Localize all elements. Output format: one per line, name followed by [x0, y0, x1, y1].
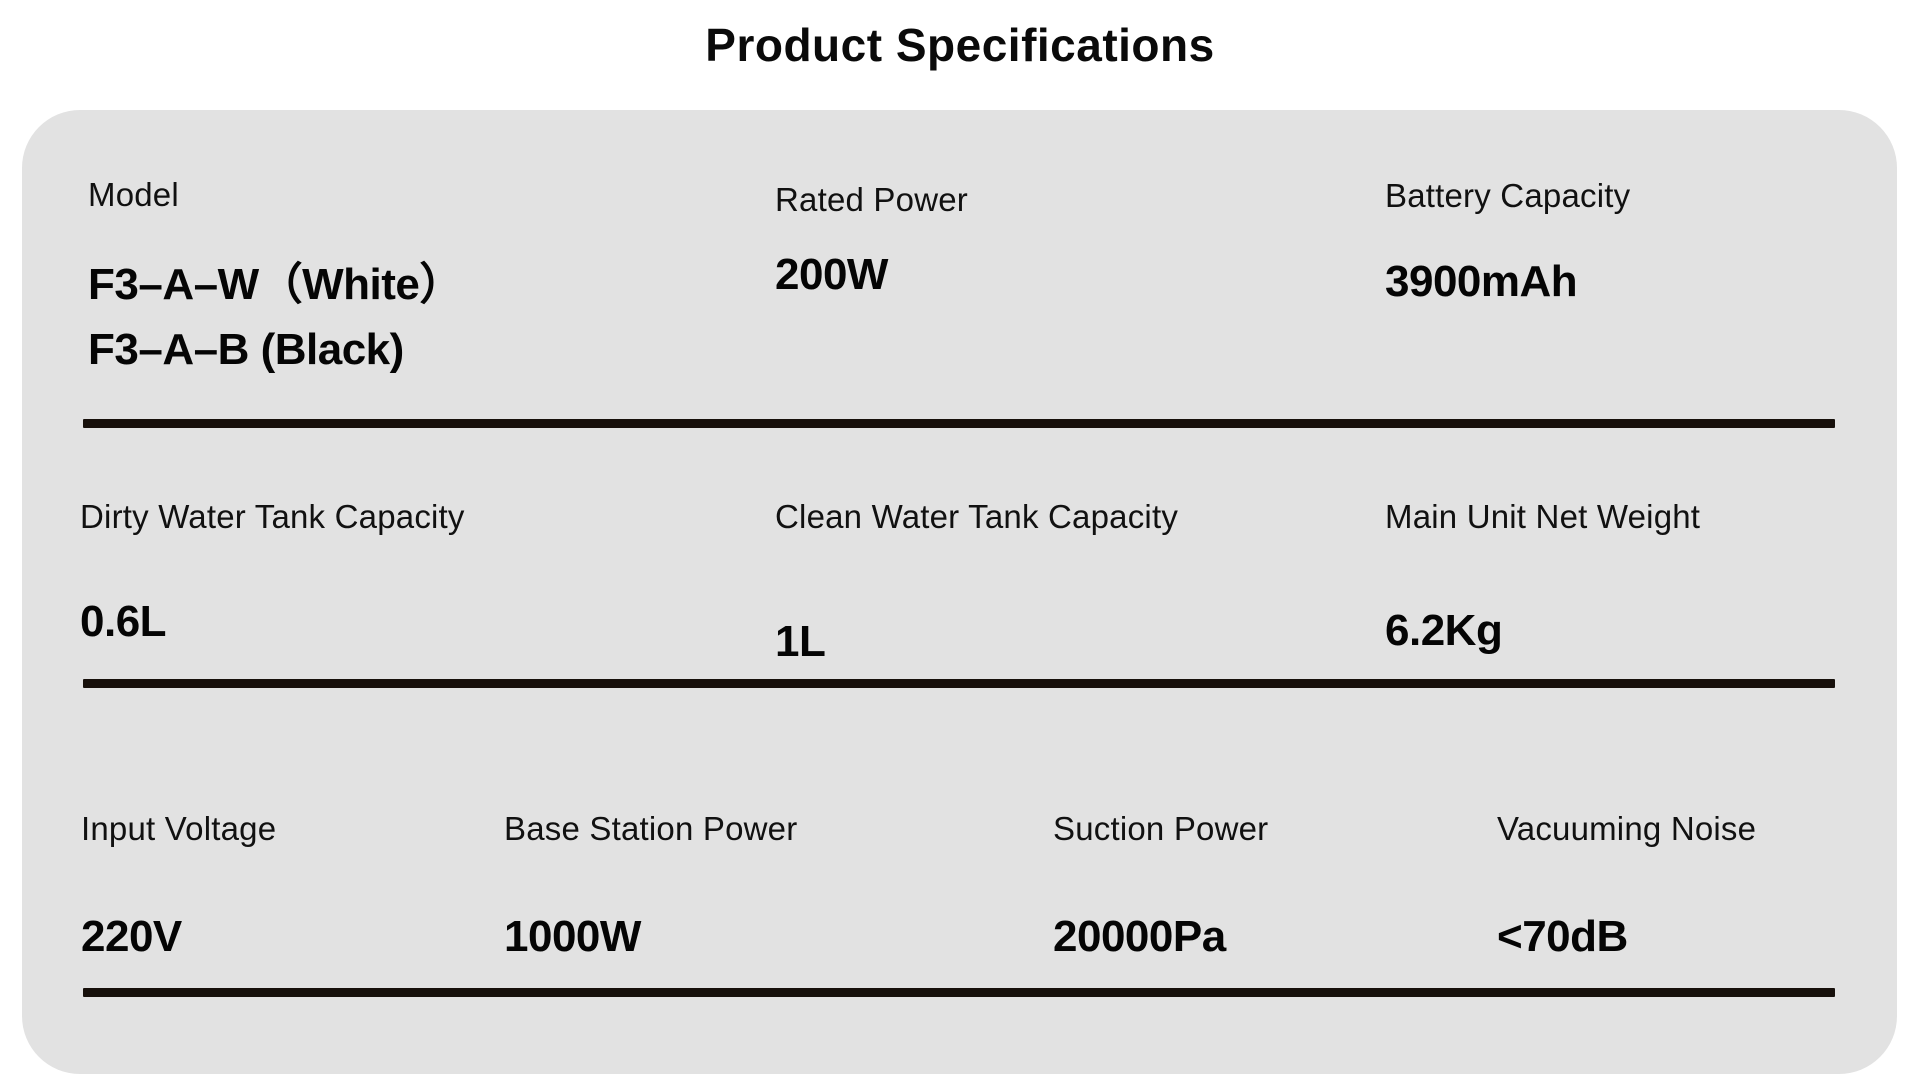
- model-label: Model: [88, 176, 179, 213]
- main-unit-weight-label: Main Unit Net Weight: [1385, 498, 1701, 535]
- rated-power-label: Rated Power: [775, 181, 968, 218]
- divider-line-3: [83, 988, 1835, 997]
- model-value-line1: F3–A–W（White）: [88, 260, 463, 309]
- divider-line-2: [83, 679, 1835, 688]
- battery-capacity-label: Battery Capacity: [1385, 177, 1631, 214]
- suction-power-label: Suction Power: [1053, 810, 1269, 847]
- base-station-power-label: Base Station Power: [504, 810, 798, 847]
- divider-line-1: [83, 419, 1835, 428]
- page-title: Product Specifications: [705, 19, 1215, 71]
- main-unit-weight-value: 6.2Kg: [1385, 606, 1503, 655]
- input-voltage-value: 220V: [81, 912, 182, 961]
- spec-panel: Model F3–A–W（White） F3–A–B (Black) Rated…: [22, 110, 1897, 1074]
- clean-water-tank-label: Clean Water Tank Capacity: [775, 498, 1179, 535]
- dirty-water-tank-label: Dirty Water Tank Capacity: [80, 498, 465, 535]
- rated-power-value: 200W: [775, 250, 888, 299]
- vacuuming-noise-label: Vacuuming Noise: [1497, 810, 1757, 847]
- battery-capacity-value: 3900mAh: [1385, 257, 1578, 306]
- vacuuming-noise-value: <70dB: [1497, 912, 1628, 961]
- clean-water-tank-value: 1L: [775, 617, 826, 666]
- suction-power-value: 20000Pa: [1053, 912, 1226, 961]
- dirty-water-tank-value: 0.6L: [80, 597, 167, 646]
- input-voltage-label: Input Voltage: [81, 810, 277, 847]
- base-station-power-value: 1000W: [504, 912, 641, 961]
- model-value-line2: F3–A–B (Black): [88, 325, 404, 374]
